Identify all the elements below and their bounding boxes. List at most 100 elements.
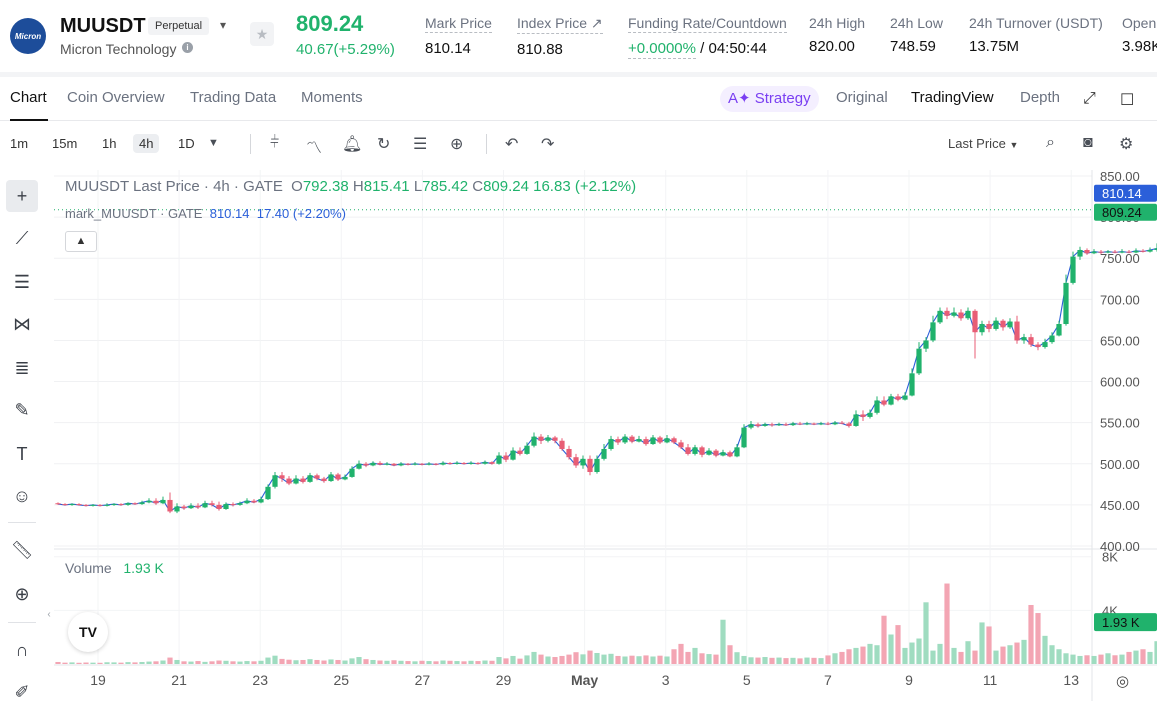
timeframe-1h[interactable]: 1h [102,136,117,151]
candle-body [286,478,292,484]
candle-body [643,439,649,445]
search-icon[interactable]: ⌕ [1046,134,1055,151]
last-price-badge-label: 809.24 [1102,205,1142,220]
undo-icon[interactable]: ↶ [505,136,519,153]
stat-label[interactable]: Index Price ↗ [517,15,603,34]
strategy-button[interactable]: A✦ Strategy [720,86,819,112]
candle-body [601,448,607,459]
candle-body [104,504,110,506]
candle-body [671,438,677,443]
volume-bar [160,660,166,664]
volume-bar [867,643,873,664]
candle-body [1028,337,1034,345]
collapse-legend-button[interactable]: ▲ [65,231,97,252]
replay-icon[interactable]: ↻ [377,136,391,153]
horizontal-lines-icon[interactable]: ☰ [13,272,31,292]
text-icon[interactable]: T [16,444,28,464]
candle-body [468,462,474,464]
price-type-select[interactable]: Last Price ▼ [948,136,1018,151]
lock-drawing-icon[interactable]: ✐ [14,682,30,702]
volume-bar [167,657,173,664]
candle-body [552,437,558,441]
emoji-icon[interactable]: ☺ [12,486,32,506]
candle-body [223,504,229,509]
timeframe-1m[interactable]: 1m [10,136,29,151]
volume-bar [881,615,887,664]
layout-icon[interactable]: ☰ [413,136,428,153]
candle-body [370,462,376,466]
time-tick-label: 3 [662,672,670,688]
gear-icon[interactable]: ⚙ [1119,136,1134,153]
volume-bar [986,626,992,664]
pattern-icon[interactable]: ⋈ [13,314,31,334]
star-icon[interactable]: ★ [250,22,274,46]
market-header: Micron MUUSDT Perpetual ▾ Micron Technol… [0,0,1157,72]
add-icon[interactable]: ⊕ [450,136,464,153]
stat-label[interactable]: Funding Rate/Countdown [628,15,787,33]
tab-depth[interactable]: Depth [1020,89,1061,106]
candle-body [944,310,950,316]
volume-bar [83,662,89,664]
candle-body [83,504,89,506]
volume-legend-value: 1.93 K [123,560,164,576]
stat-open-interest: Open 3.98K [1122,15,1157,55]
indicators-icon[interactable]: 〽 [306,140,323,157]
volume-bar [643,655,649,664]
fibonacci-icon[interactable]: ≣ [14,358,30,378]
ruler-icon[interactable]: 📏︎ [10,540,34,560]
chevron-down-icon[interactable]: ▾ [220,18,227,32]
active-tab-indicator [10,119,48,121]
brush-icon[interactable]: ✎ [14,400,30,420]
candle-body [153,500,159,504]
volume-bar [1126,651,1132,664]
alert-icon[interactable]: 🔔︎ [342,136,363,153]
collapse-toolbar-handle[interactable]: ‹ [47,609,51,620]
camera-icon[interactable]: ◙ [1083,134,1093,151]
volume-bar [797,658,803,664]
window-icon[interactable]: ☐ [1120,92,1135,109]
timeframe-1d[interactable]: 1D [178,136,195,151]
candle-body [755,424,761,426]
price-change: 40.67(+5.29%) [296,41,395,58]
zoom-in-icon[interactable]: ⊕ [14,584,30,604]
info-icon[interactable]: i [182,42,193,53]
tab-chart[interactable]: Chart [10,89,47,106]
timeframe-dropdown-icon[interactable]: ▼ [208,137,219,149]
tab-original[interactable]: Original [836,89,888,106]
candle-body [734,447,740,457]
candle-body [1098,251,1104,253]
tab-moments[interactable]: Moments [301,89,363,106]
symbol-title[interactable]: MUUSDT [60,15,146,37]
tab-coin-overview[interactable]: Coin Overview [67,89,165,106]
expand-icon[interactable]: ⤢ [1083,90,1096,107]
target-icon[interactable]: ◎ [1116,673,1130,690]
redo-icon[interactable]: ↷ [541,136,555,153]
candle-body [447,462,453,464]
tradingview-logo[interactable]: TV [68,612,108,652]
price-type-label: Last Price [948,136,1006,151]
candle-body [307,475,313,482]
volume-bar [300,659,306,664]
price-chart[interactable]: 19 21 23 25 27 29 May 3 5 7 9 11 13 400.00 450.00 500.0… [54,170,1157,701]
candle-body [699,447,705,455]
trendline-icon[interactable]: ⟋ [15,228,29,248]
volume-bar [1028,604,1034,664]
tab-trading-data[interactable]: Trading Data [190,89,277,106]
magnet-icon[interactable]: ∩ [15,640,29,660]
timeframe-15m[interactable]: 15m [52,136,78,151]
stat-label[interactable]: Mark Price [425,15,492,33]
volume-bar [741,655,747,664]
tab-tradingview[interactable]: TradingView [911,89,994,106]
volume-bar [713,654,719,664]
timeframe-4h[interactable]: 4h [133,134,160,153]
ai-icon: A✦ [728,90,751,107]
candle-body [1091,251,1097,254]
volume-bar [181,661,187,664]
stat-label: 24h Turnover (USDT) [969,15,1103,31]
candle-body [531,436,537,446]
candle-body [881,400,887,405]
candle-type-icon[interactable]: ⫩ [270,134,280,151]
volume-bar [1091,655,1097,664]
candle-body [846,423,852,426]
crosshair-icon[interactable]: + [6,180,38,212]
